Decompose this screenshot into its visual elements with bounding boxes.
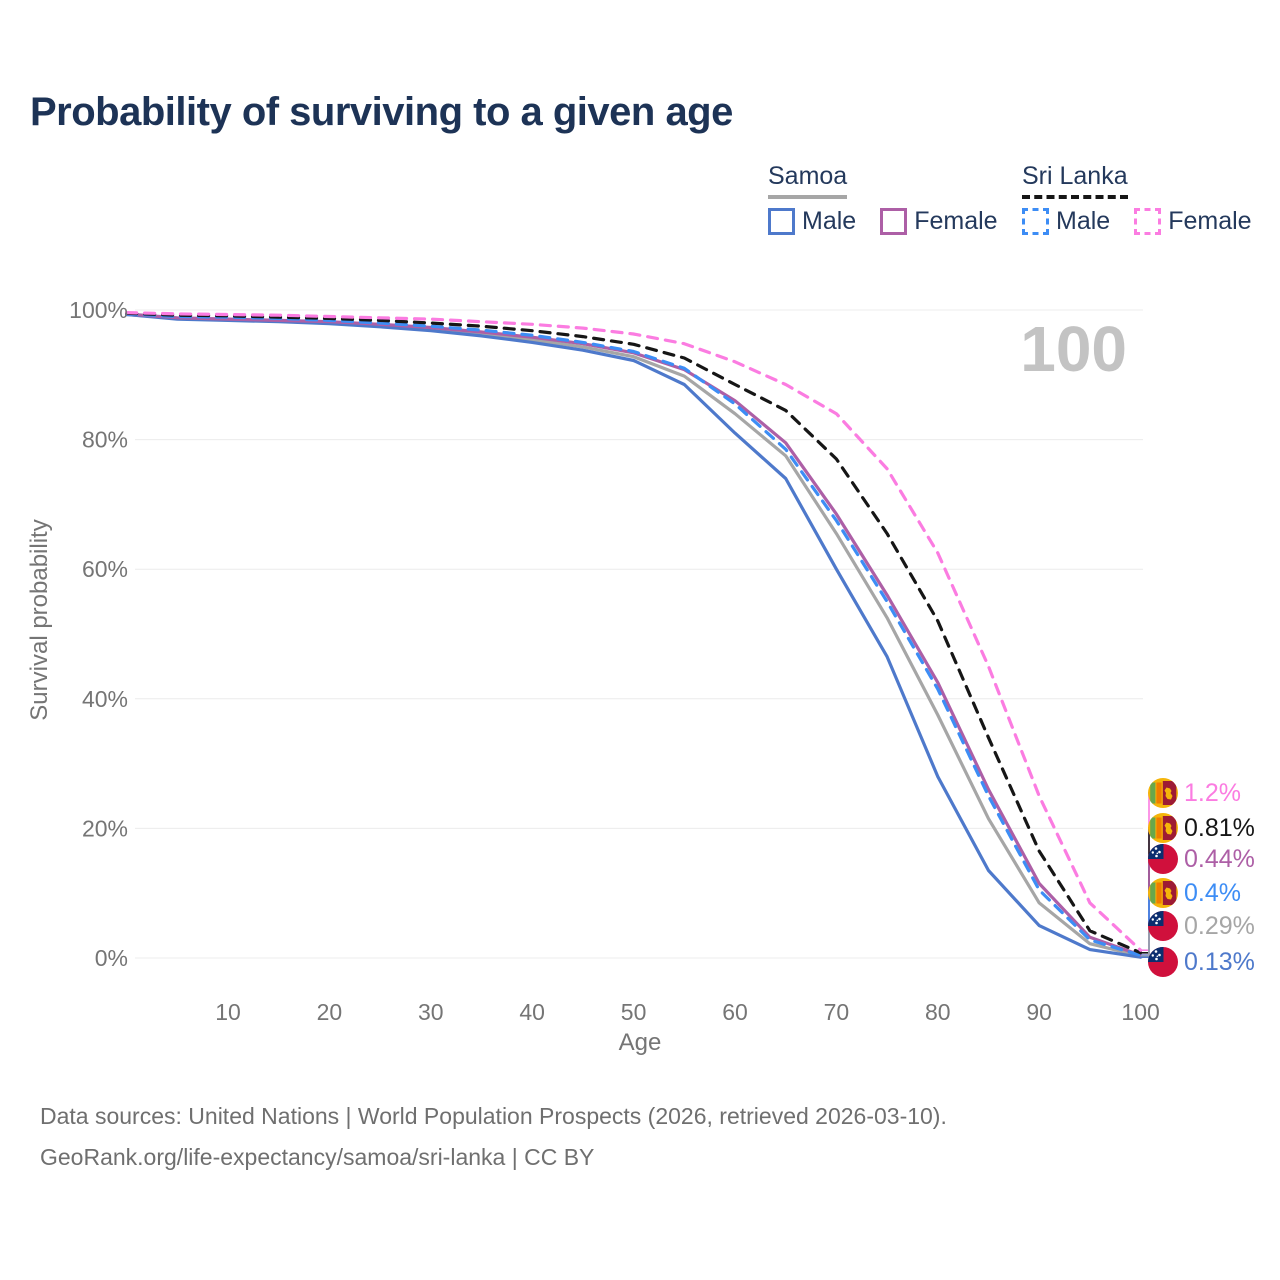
sri-lanka-male-swatch-icon <box>1022 207 1049 235</box>
sri-lanka-flag-icon <box>1148 778 1178 808</box>
data-sources-line: Data sources: United Nations | World Pop… <box>40 1103 947 1129</box>
samoa-flag-icon <box>1148 844 1178 874</box>
x-tick-label: 80 <box>925 999 951 1025</box>
x-tick-label: 20 <box>317 999 343 1025</box>
sri-lanka-female-swatch-icon <box>1134 207 1162 235</box>
legend-title-samoa: Samoa <box>768 162 848 199</box>
series-line-sri-lanka-male[interactable] <box>125 312 1143 957</box>
legend-item-label: Female <box>914 206 998 235</box>
sri-lanka-flag-icon <box>1148 878 1178 908</box>
legend-title-sri-lanka: Sri Lanka <box>1022 162 1128 199</box>
y-tick-label: 100% <box>69 297 128 323</box>
end-label-sri-lanka-female: 1.2% <box>1148 777 1241 809</box>
legend-item-label: Male <box>1056 206 1111 235</box>
x-tick-label: 70 <box>824 999 850 1025</box>
x-tick-label: 40 <box>519 999 545 1025</box>
end-label-value: 0.81% <box>1184 813 1255 842</box>
legend-item-samoa-male[interactable]: Male <box>768 207 856 236</box>
end-label-samoa-male: 0.13% <box>1148 946 1255 978</box>
x-tick-label: 50 <box>621 999 647 1025</box>
y-tick-label: 40% <box>82 686 128 712</box>
legend-item-label: Male <box>802 206 857 235</box>
x-tick-label: 10 <box>215 999 241 1025</box>
end-label-value: 0.44% <box>1184 844 1255 873</box>
x-tick-label: 100 <box>1121 999 1159 1025</box>
end-label-value: 1.2% <box>1184 778 1241 807</box>
y-tick-label: 80% <box>82 427 128 453</box>
x-tick-label: 60 <box>722 999 748 1025</box>
legend-item-label: Female <box>1168 206 1252 235</box>
x-tick-label: 90 <box>1026 999 1052 1025</box>
y-tick-label: 20% <box>82 815 128 841</box>
series-lines <box>125 311 1143 959</box>
series-line-sri-lanka-female[interactable] <box>125 311 1143 952</box>
y-tick-label: 0% <box>95 945 128 971</box>
y-axis-label: Survival probability <box>26 519 53 720</box>
source-url-line: GeoRank.org/life-expectancy/samoa/sri-la… <box>40 1143 595 1170</box>
y-tick-label: 60% <box>82 556 128 582</box>
end-label-value: 0.29% <box>1184 911 1255 940</box>
samoa-flag-icon <box>1148 947 1178 977</box>
samoa-female-swatch-icon <box>880 207 908 235</box>
axis-ticks: 0% 20% 40% 60% 80% 100% 10 20 30 40 50 60 70 80 90 100 <box>69 297 1160 1025</box>
legend-group-samoa: Samoa Male Female <box>768 162 998 236</box>
samoa-flag-icon <box>1148 911 1178 941</box>
samoa-male-swatch-icon <box>768 207 795 235</box>
end-label-samoa: 0.29% <box>1148 910 1255 942</box>
age-watermark: 100 <box>1020 313 1127 385</box>
gridlines <box>135 309 1143 959</box>
series-line-samoa-female[interactable] <box>125 312 1143 957</box>
end-label-value: 0.4% <box>1184 878 1241 907</box>
page-title: Probability of surviving to a given age <box>30 90 733 134</box>
x-axis-label: Age <box>619 1029 662 1056</box>
end-label-samoa-female: 0.44% <box>1148 843 1255 875</box>
end-label-sri-lanka-male: 0.4% <box>1148 877 1241 909</box>
legend-item-samoa-female[interactable]: Female <box>880 206 998 236</box>
series-line-samoa[interactable] <box>125 312 1143 958</box>
series-line-samoa-male[interactable] <box>125 312 1143 959</box>
end-label-sri-lanka: 0.81% <box>1148 812 1255 844</box>
legend-group-sri-lanka: Sri Lanka Male Female <box>1022 162 1252 236</box>
footer-attribution: Data sources: United Nations | World Pop… <box>40 1096 947 1178</box>
end-label-value: 0.13% <box>1184 947 1255 976</box>
series-line-sri-lanka[interactable] <box>125 311 1143 955</box>
x-tick-label: 30 <box>418 999 444 1025</box>
legend-item-sri-lanka-female[interactable]: Female <box>1134 206 1252 236</box>
legend-item-sri-lanka-male[interactable]: Male <box>1022 207 1110 236</box>
sri-lanka-flag-icon <box>1148 813 1178 843</box>
